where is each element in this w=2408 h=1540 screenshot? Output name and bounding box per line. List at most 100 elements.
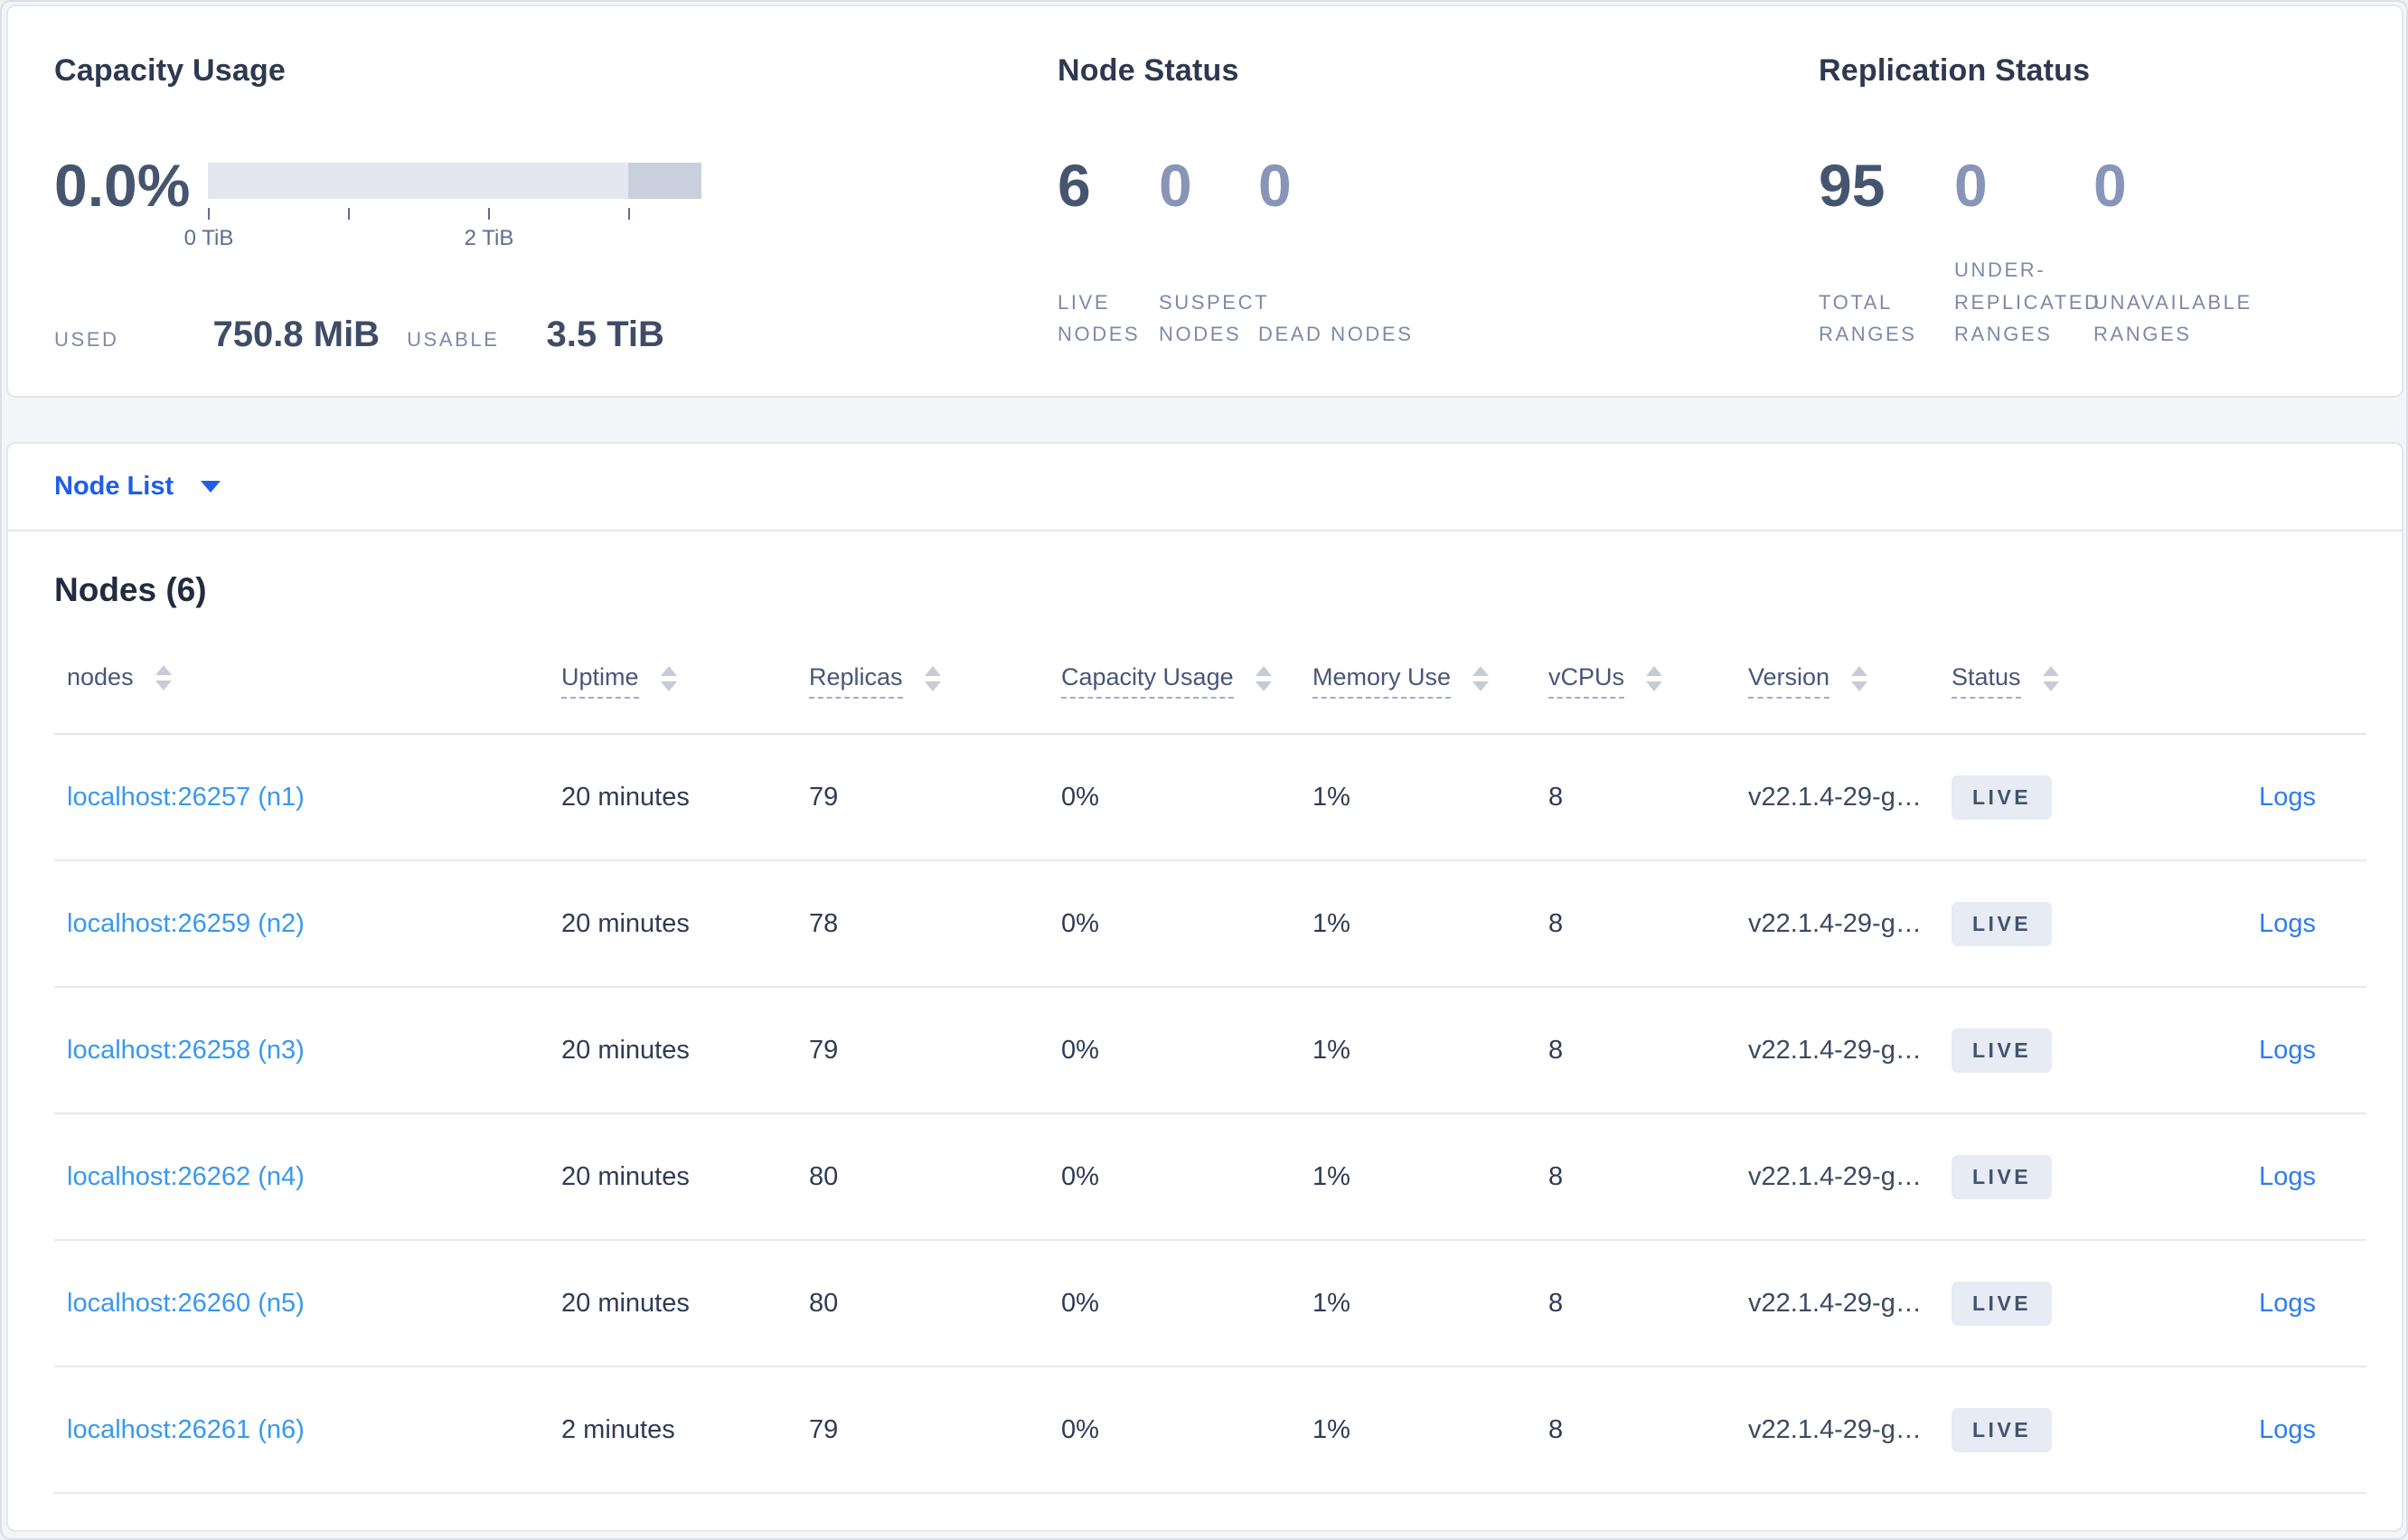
status-cell: LIVE — [1952, 1366, 2173, 1494]
used-label: USED — [54, 328, 119, 351]
suspect-nodes-label: SUSPECT NODES — [1159, 290, 1269, 346]
node-list-dropdown-label[interactable]: Node List — [54, 472, 174, 501]
node-status-section: Node Status 6 LIVE NODES 0 SUSPECT NODES… — [1058, 6, 1672, 396]
header-memory-use[interactable]: Memory Use — [1312, 640, 1548, 735]
status-badge: LIVE — [1952, 1281, 2053, 1326]
dead-nodes-value: 0 — [1258, 152, 1292, 219]
nodes-table-area: Nodes (6) nodes Uptime — [8, 571, 2402, 1494]
node-list-dropdown[interactable]: Node List — [8, 444, 2402, 531]
chevron-down-icon — [201, 481, 221, 493]
uptime-cell: 20 minutes — [561, 987, 809, 1114]
sort-icon[interactable] — [1646, 665, 1663, 691]
status-badge: LIVE — [1952, 1154, 2053, 1199]
header-uptime[interactable]: Uptime — [561, 640, 809, 735]
header-capacity-usage[interactable]: Capacity Usage — [1061, 640, 1312, 735]
header-version[interactable]: Version — [1748, 640, 1952, 735]
node-link[interactable]: localhost:26258 (n3) — [67, 1035, 305, 1065]
cluster-summary-card: Capacity Usage 0.0% 0 TiB 2 TiB USED 750… — [6, 5, 2403, 398]
uptime-cell: 20 minutes — [561, 1240, 809, 1367]
vcpus-cell: 8 — [1548, 860, 1748, 988]
status-badge: LIVE — [1952, 1028, 2053, 1073]
sort-icon[interactable] — [1255, 665, 1272, 691]
uptime-cell: 20 minutes — [561, 860, 809, 988]
under-replicated-ranges-stat: 0 UNDER-REPLICATED RANGES — [1954, 155, 2099, 351]
nodes-count-title: Nodes (6) — [54, 571, 207, 608]
usable-label: USABLE — [407, 328, 500, 351]
status-cell: LIVE — [1952, 734, 2173, 861]
memory-cell: 1% — [1312, 1240, 1548, 1367]
vcpus-cell: 8 — [1548, 734, 1748, 861]
node-list-card: Node List Nodes (6) nodes — [6, 442, 2403, 1532]
total-ranges-stat: 95 TOTAL RANGES — [1819, 155, 1954, 351]
axis-tick-1 — [348, 208, 350, 220]
capacity-cell: 0% — [1061, 1366, 1312, 1494]
header-nodes[interactable]: nodes — [54, 640, 561, 735]
table-row: localhost:26257 (n1) 20 minutes 79 0% 1%… — [54, 734, 2366, 861]
unavailable-ranges-value: 0 — [2093, 152, 2127, 219]
sort-icon[interactable] — [155, 664, 172, 690]
live-nodes-stat: 6 LIVE NODES — [1058, 155, 1159, 351]
node-link[interactable]: localhost:26259 (n2) — [67, 908, 305, 938]
capacity-cell: 0% — [1061, 987, 1312, 1114]
live-nodes-value: 6 — [1058, 152, 1091, 219]
node-link[interactable]: localhost:26262 (n4) — [67, 1161, 305, 1191]
header-replicas[interactable]: Replicas — [809, 640, 1061, 735]
capacity-usage-section: Capacity Usage 0.0% 0 TiB 2 TiB USED 750… — [54, 6, 759, 396]
version-cell: v22.1.4-29-g… — [1748, 1366, 1952, 1494]
replicas-cell: 80 — [809, 1113, 1061, 1241]
sort-icon[interactable] — [2042, 665, 2059, 691]
capacity-usage-title: Capacity Usage — [54, 53, 287, 88]
node-status-title: Node Status — [1058, 53, 1239, 88]
logs-link[interactable]: Logs — [2259, 1035, 2316, 1065]
header-vcpus[interactable]: vCPUs — [1548, 640, 1748, 735]
table-row: localhost:26260 (n5) 20 minutes 80 0% 1%… — [54, 1240, 2366, 1367]
memory-cell: 1% — [1312, 734, 1548, 861]
header-status[interactable]: Status — [1952, 640, 2173, 735]
logs-link[interactable]: Logs — [2259, 1161, 2316, 1191]
status-badge: LIVE — [1952, 775, 2053, 820]
suspect-nodes-stat: 0 SUSPECT NODES — [1159, 155, 1269, 351]
replicas-cell: 80 — [809, 1240, 1061, 1367]
capacity-cell: 0% — [1061, 860, 1312, 988]
node-link[interactable]: localhost:26261 (n6) — [67, 1414, 305, 1444]
capacity-used-usable-row: USED 750.8 MiB USABLE 3.5 TiB — [54, 315, 664, 355]
unavailable-ranges-label: UNAVAILABLE RANGES — [2093, 290, 2253, 346]
table-row: localhost:26262 (n4) 20 minutes 80 0% 1%… — [54, 1113, 2366, 1241]
axis-label-0tib: 0 TiB — [183, 226, 234, 250]
uptime-cell: 20 minutes — [561, 734, 809, 861]
version-cell: v22.1.4-29-g… — [1748, 1240, 1952, 1367]
capacity-bar-reserved-segment — [628, 163, 701, 199]
used-value: 750.8 MiB — [212, 315, 381, 354]
vcpus-cell: 8 — [1548, 987, 1748, 1114]
replicas-cell: 79 — [809, 987, 1061, 1114]
sort-icon[interactable] — [924, 665, 941, 691]
logs-link[interactable]: Logs — [2259, 1414, 2316, 1444]
version-cell: v22.1.4-29-g… — [1748, 987, 1952, 1114]
replicas-cell: 79 — [809, 1366, 1061, 1494]
node-link[interactable]: localhost:26260 (n5) — [67, 1288, 305, 1318]
dead-nodes-stat: 0 DEAD NODES — [1258, 155, 1421, 351]
usable-value: 3.5 TiB — [546, 315, 664, 354]
table-row: localhost:26258 (n3) 20 minutes 79 0% 1%… — [54, 987, 2366, 1114]
status-cell: LIVE — [1952, 1113, 2173, 1241]
replicas-cell: 79 — [809, 734, 1061, 861]
version-cell: v22.1.4-29-g… — [1748, 1113, 1952, 1241]
total-ranges-label: TOTAL RANGES — [1819, 290, 1917, 346]
live-nodes-label: LIVE NODES — [1058, 290, 1141, 346]
node-link[interactable]: localhost:26257 (n1) — [67, 782, 305, 812]
sort-icon[interactable] — [660, 665, 677, 691]
sort-icon[interactable] — [1851, 665, 1868, 691]
axis-tick-0 — [208, 208, 210, 220]
version-cell: v22.1.4-29-g… — [1748, 860, 1952, 988]
logs-link[interactable]: Logs — [2259, 908, 2316, 938]
logs-link[interactable]: Logs — [2259, 782, 2316, 812]
replication-status-section: Replication Status 95 TOTAL RANGES 0 UND… — [1819, 6, 2379, 396]
vcpus-cell: 8 — [1548, 1366, 1748, 1494]
sort-icon[interactable] — [1472, 665, 1490, 691]
logs-link[interactable]: Logs — [2259, 1288, 2316, 1318]
table-row: localhost:26261 (n6) 2 minutes 79 0% 1% … — [54, 1366, 2366, 1494]
axis-tick-3 — [628, 208, 630, 220]
replication-status-title: Replication Status — [1819, 53, 2091, 88]
version-cell: v22.1.4-29-g… — [1748, 734, 1952, 861]
capacity-cell: 0% — [1061, 734, 1312, 861]
